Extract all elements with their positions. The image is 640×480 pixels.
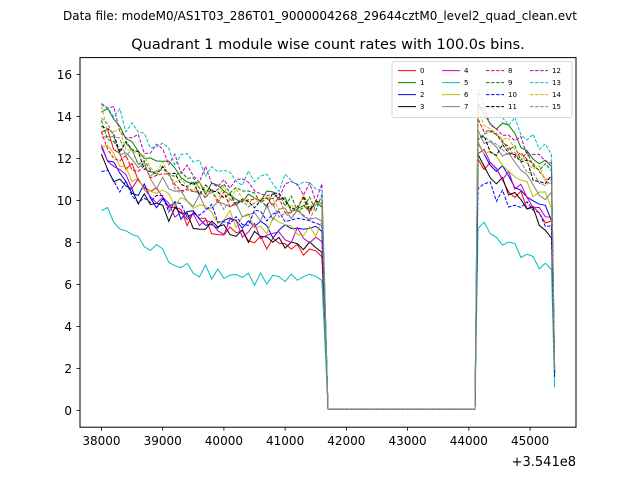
- x-tick-label: 38000: [82, 434, 120, 448]
- y-tick-label: 10: [57, 194, 72, 208]
- x-offset-label: +3.541e8: [512, 455, 576, 470]
- legend-label-8: 8: [508, 67, 512, 75]
- legend-label-11: 11: [508, 103, 517, 111]
- y-tick-label: 4: [64, 320, 72, 334]
- y-tick-label: 2: [64, 362, 72, 376]
- legend-label-3: 3: [420, 103, 424, 111]
- legend-label-6: 6: [464, 91, 469, 99]
- series-layer: [100, 89, 556, 410]
- y-tick-label: 12: [57, 152, 72, 166]
- legend-label-1: 1: [420, 79, 424, 87]
- x-tick-label: 39000: [144, 434, 182, 448]
- legend-label-2: 2: [420, 91, 424, 99]
- x-tick-label: 40000: [205, 434, 243, 448]
- figure-suptitle: Data file: modeM0/AS1T03_286T01_90000042…: [63, 9, 577, 23]
- series-line-15: [101, 117, 556, 410]
- legend-label-4: 4: [464, 67, 469, 75]
- legend-label-0: 0: [420, 67, 424, 75]
- y-tick-label: 6: [64, 278, 72, 292]
- x-tick-label: 44000: [450, 434, 488, 448]
- y-axis: 0 2 4 6 8 10 12 14 16: [57, 68, 80, 418]
- legend-label-12: 12: [552, 67, 561, 75]
- legend-label-7: 7: [464, 103, 468, 111]
- x-tick-label: 43000: [389, 434, 427, 448]
- legend-label-9: 9: [508, 79, 512, 87]
- chart-title: Quadrant 1 module wise count rates with …: [131, 37, 525, 53]
- legend-box: [391, 61, 573, 118]
- x-tick-label: 41000: [266, 434, 304, 448]
- y-tick-label: 16: [57, 68, 72, 82]
- y-tick-label: 0: [64, 404, 72, 418]
- legend-label-5: 5: [464, 79, 468, 87]
- legend-label-13: 13: [552, 79, 561, 87]
- x-tick-label: 45000: [511, 434, 549, 448]
- x-axis: 38000 39000 40000 41000 42000 43000 44000 45000: [82, 427, 549, 448]
- x-tick-label: 42000: [327, 434, 365, 448]
- y-tick-label: 14: [57, 110, 72, 124]
- y-tick-label: 8: [64, 236, 72, 250]
- legend-label-14: 14: [552, 91, 561, 99]
- legend-label-15: 15: [552, 103, 561, 111]
- legend-label-10: 10: [508, 91, 517, 99]
